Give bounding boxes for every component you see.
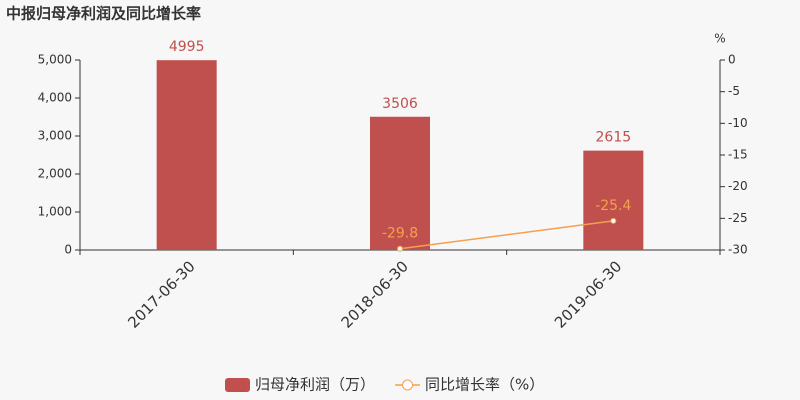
y-tick-label: 5,000	[38, 53, 72, 67]
bar	[370, 116, 430, 250]
x-tick-label: 2019-06-30	[551, 257, 625, 331]
y-tick-label: 3,000	[38, 129, 72, 143]
y-tick-label: 2,000	[38, 167, 72, 181]
y-tick-label: 4,000	[38, 91, 72, 105]
bar-value-label: 3506	[382, 96, 418, 112]
legend-swatch	[402, 379, 414, 391]
y2-tick-label: -5	[728, 84, 740, 98]
x-tick-label: 2017-06-30	[124, 257, 198, 331]
line-point	[397, 245, 403, 252]
legend-label: 归母净利润（万）	[255, 376, 375, 394]
y-tick-label: 1,000	[38, 205, 72, 219]
bar	[583, 150, 644, 250]
y2-tick-label: -10	[728, 116, 748, 130]
y-tick-label: 0	[64, 243, 72, 257]
x-tick-label: 2018-06-30	[338, 257, 412, 331]
bar-value-label: 4995	[169, 39, 205, 55]
chart-title: 中报归母净利润及同比增长率	[6, 5, 201, 23]
line-value-label: -29.8	[382, 226, 418, 242]
y2-tick-label: -20	[728, 179, 748, 193]
y2-tick-label: -15	[728, 148, 748, 162]
y2-tick-label: -30	[728, 243, 748, 257]
y2-tick-label: -25	[728, 211, 748, 225]
legend-label: 同比增长率（%）	[425, 376, 544, 394]
bar	[156, 60, 217, 250]
legend-swatch	[225, 378, 250, 392]
y2-axis-label: %	[714, 32, 725, 46]
bar-value-label: 2615	[596, 130, 632, 146]
line-value-label: -25.4	[595, 198, 631, 214]
y2-tick-label: 0	[728, 53, 736, 67]
line	[399, 220, 614, 250]
line-point	[610, 217, 617, 224]
